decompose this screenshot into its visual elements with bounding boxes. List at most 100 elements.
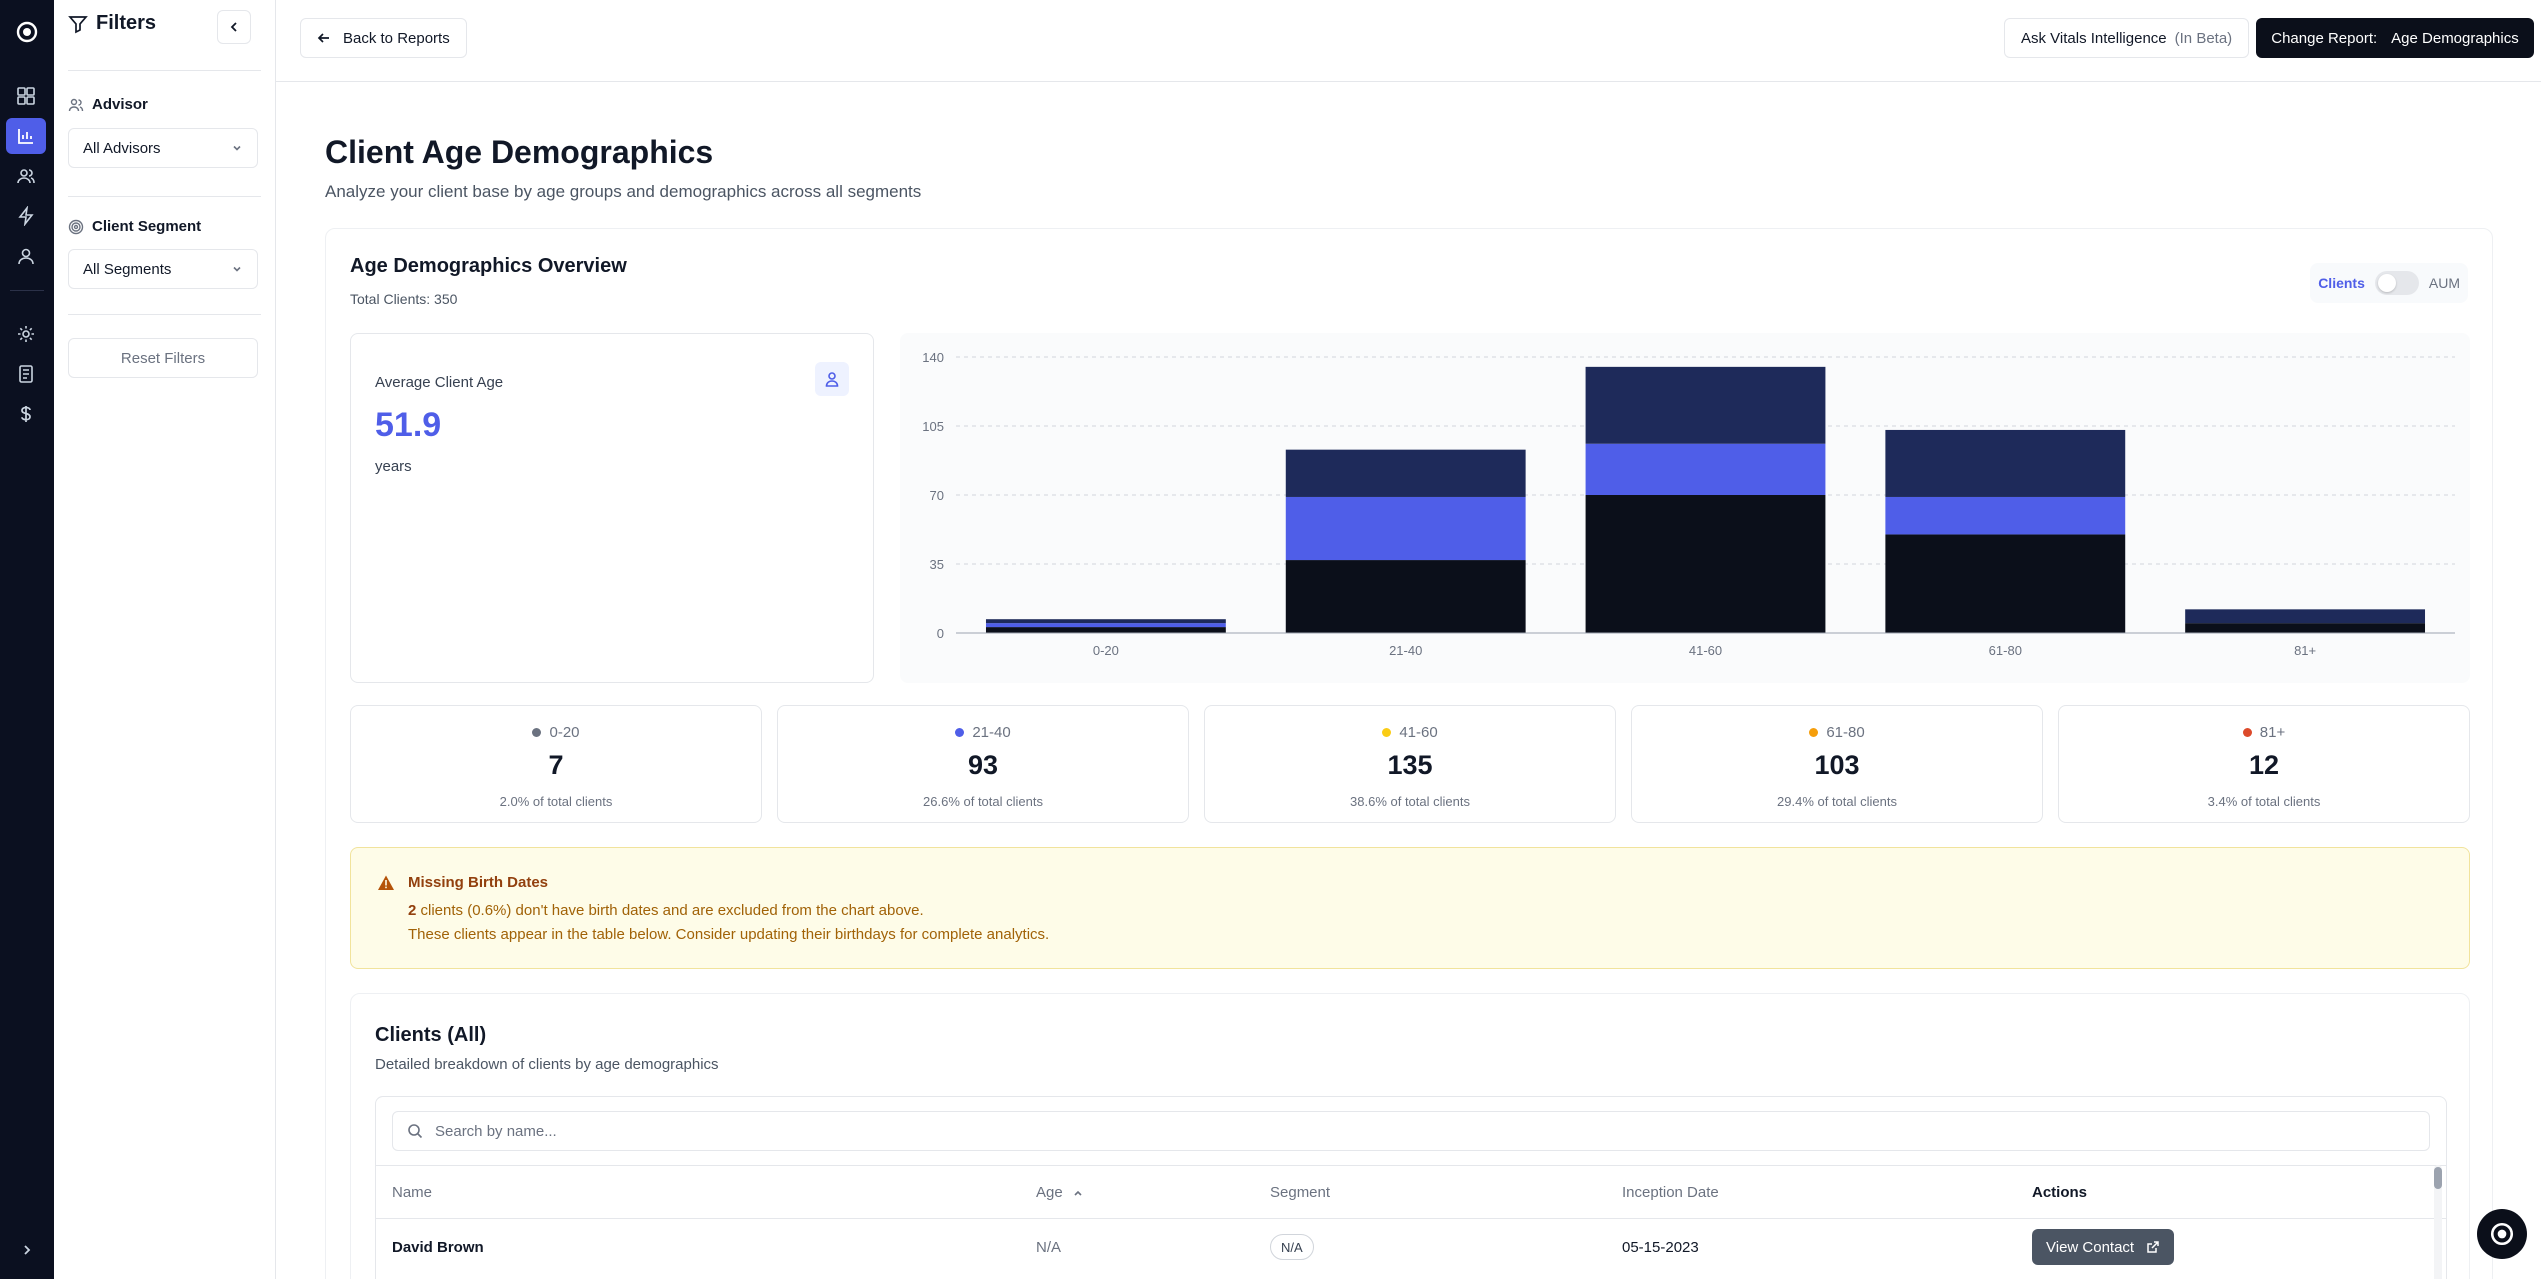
age-group-count: 93: [967, 750, 999, 780]
advisor-select[interactable]: All Advisors: [68, 128, 258, 168]
x-tick-label: 21-40: [1389, 643, 1422, 658]
bar-segment-21-40-2[interactable]: [1285, 449, 1526, 497]
alert-line-1: 2 clients (0.6%) don't have birth dates …: [408, 902, 924, 919]
bar-segment-21-40-0[interactable]: [1285, 560, 1526, 633]
sort-ascending-icon: [1074, 1190, 1082, 1196]
clients-aum-switch[interactable]: [2374, 271, 2419, 295]
dashboard-icon[interactable]: [6, 78, 46, 114]
gear-icon[interactable]: [6, 316, 46, 352]
bar-segment-41-60-0[interactable]: [1585, 495, 1826, 633]
age-group-percentage: 38.6% of total clients: [1350, 794, 1470, 809]
bar-segment-81+-0[interactable]: [2185, 623, 2426, 633]
column-segment[interactable]: Segment: [1270, 1184, 1331, 1201]
client-inception-date: 05-15-2023: [1622, 1239, 1699, 1256]
missing-count: 2: [408, 902, 417, 919]
app-logo-icon[interactable]: [11, 16, 43, 48]
age-demographics-overview: Age Demographics Overview Total Clients:…: [325, 228, 2493, 1279]
users-icon[interactable]: [6, 158, 46, 194]
filters-divider: [68, 314, 261, 315]
alert-line-2: These clients appear in the table below.…: [408, 926, 1050, 943]
person-icon: [815, 362, 849, 396]
age-group-card-3: 61-80 103 29.4% of total clients: [1631, 705, 2043, 823]
reset-filters-button[interactable]: Reset Filters: [68, 338, 258, 378]
age-group-percentage: 26.6% of total clients: [923, 794, 1043, 809]
age-group-card-4: 81+ 12 3.4% of total clients: [2058, 705, 2470, 823]
age-group-count: 135: [1387, 750, 1433, 780]
filters-header: Filters: [68, 12, 156, 35]
filters-title: Filters: [96, 12, 157, 34]
page-subtitle: Analyze your client base by age groups a…: [325, 182, 922, 201]
ledger-icon[interactable]: [6, 356, 46, 392]
view-contact-button[interactable]: View Contact: [2032, 1229, 2175, 1265]
bar-segment-81+-2[interactable]: [2185, 609, 2426, 624]
segment-select[interactable]: All Segments: [68, 249, 258, 289]
arrow-left-icon: [317, 33, 329, 43]
dollar-icon[interactable]: [6, 396, 46, 432]
bar-segment-61-80-0[interactable]: [1885, 534, 2126, 633]
age-group-dot: [1809, 728, 1819, 737]
user-icon: [68, 98, 84, 111]
age-distribution-chart: 0 35 70 105 140 0-20 21-40 41-60 61-80 81+: [900, 333, 2470, 683]
external-link-icon: [2147, 1241, 2159, 1253]
search-input[interactable]: [435, 1122, 2335, 1140]
age-group-dot: [2242, 728, 2252, 737]
target-icon: [68, 219, 84, 234]
collapse-filters-button[interactable]: [217, 10, 251, 44]
overview-title: Age Demographics Overview: [350, 255, 627, 277]
age-group-card-0: 0-20 7 2.0% of total clients: [350, 705, 762, 823]
change-report-button[interactable]: Change Report: Age Demographics: [2256, 18, 2534, 58]
search-box: [392, 1111, 2430, 1151]
ask-vitals-intelligence-button[interactable]: Ask Vitals Intelligence (In Beta): [2004, 18, 2250, 58]
age-group-dot: [955, 728, 965, 737]
warning-icon: [377, 874, 395, 897]
user-icon[interactable]: [6, 238, 46, 274]
total-clients: Total Clients: 350: [350, 291, 458, 307]
clients-title: Clients (All): [375, 1024, 487, 1046]
age-group-card-1: 21-40 93 26.6% of total clients: [777, 705, 1189, 823]
bar-segment-0-20-1[interactable]: [985, 623, 1226, 628]
table-row: David Brown N/A N/A 05-15-2023 View Cont…: [376, 1219, 2446, 1279]
advisor-label: Advisor: [68, 96, 148, 113]
chevron-down-icon: [233, 266, 241, 272]
toggle-label-aum[interactable]: AUM: [2428, 275, 2460, 291]
chart-icon[interactable]: [6, 118, 46, 154]
bar-segment-21-40-1[interactable]: [1285, 496, 1526, 561]
x-tick-label: 41-60: [1689, 643, 1722, 658]
y-tick-label: 70: [930, 488, 944, 503]
column-actions: Actions: [2032, 1184, 2088, 1201]
age-group-count: 103: [1814, 750, 1860, 780]
segment-label: Client Segment: [68, 218, 201, 235]
age-distribution-chart-svg: 0 35 70 105 140 0-20 21-40 41-60 61-80 81+: [922, 350, 2455, 658]
bar-segment-0-20-0[interactable]: [985, 627, 1226, 633]
column-name[interactable]: Name: [392, 1184, 433, 1201]
back-to-reports-button[interactable]: Back to Reports: [300, 18, 467, 58]
bar-segment-0-20-2[interactable]: [985, 619, 1226, 624]
age-group-label: 21-40: [778, 724, 1188, 741]
assistant-button[interactable]: [2477, 1209, 2527, 1259]
scrollbar-thumb[interactable]: [2434, 1167, 2442, 1189]
app-rail: [0, 0, 54, 1279]
missing-birth-dates-alert: Missing Birth Dates 2 clients (0.6%) don…: [350, 847, 2470, 969]
alert-title: Missing Birth Dates: [408, 874, 549, 891]
lightning-icon[interactable]: [6, 198, 46, 234]
table-header: Name Age Segment Inception Date Actions: [376, 1165, 2446, 1219]
average-age-card: Average Client Age 51.9 years: [350, 333, 874, 683]
expand-rail-icon[interactable]: [12, 1235, 42, 1265]
average-age-unit: years: [375, 458, 412, 475]
bar-segment-41-60-2[interactable]: [1585, 366, 1826, 444]
bar-segment-61-80-2[interactable]: [1885, 429, 2126, 497]
x-tick-label: 81+: [2294, 643, 2316, 658]
column-age[interactable]: Age: [1036, 1184, 1083, 1201]
filters-panel: Filters Advisor All Advisors Client Segm…: [54, 0, 276, 1279]
chevron-down-icon: [233, 145, 241, 151]
search-icon: [408, 1124, 423, 1139]
toggle-label-clients[interactable]: Clients: [2318, 275, 2365, 291]
bar-segment-61-80-1[interactable]: [1885, 496, 2126, 535]
bar-segment-41-60-1[interactable]: [1585, 443, 1826, 495]
age-group-percentage: 3.4% of total clients: [2207, 794, 2321, 809]
client-age: N/A: [1036, 1239, 1062, 1256]
table-scrollbar[interactable]: [2434, 1165, 2442, 1279]
column-inception-date[interactable]: Inception Date: [1622, 1184, 1719, 1201]
y-tick-label: 0: [937, 626, 944, 641]
average-age-value: 51.9: [375, 406, 442, 444]
